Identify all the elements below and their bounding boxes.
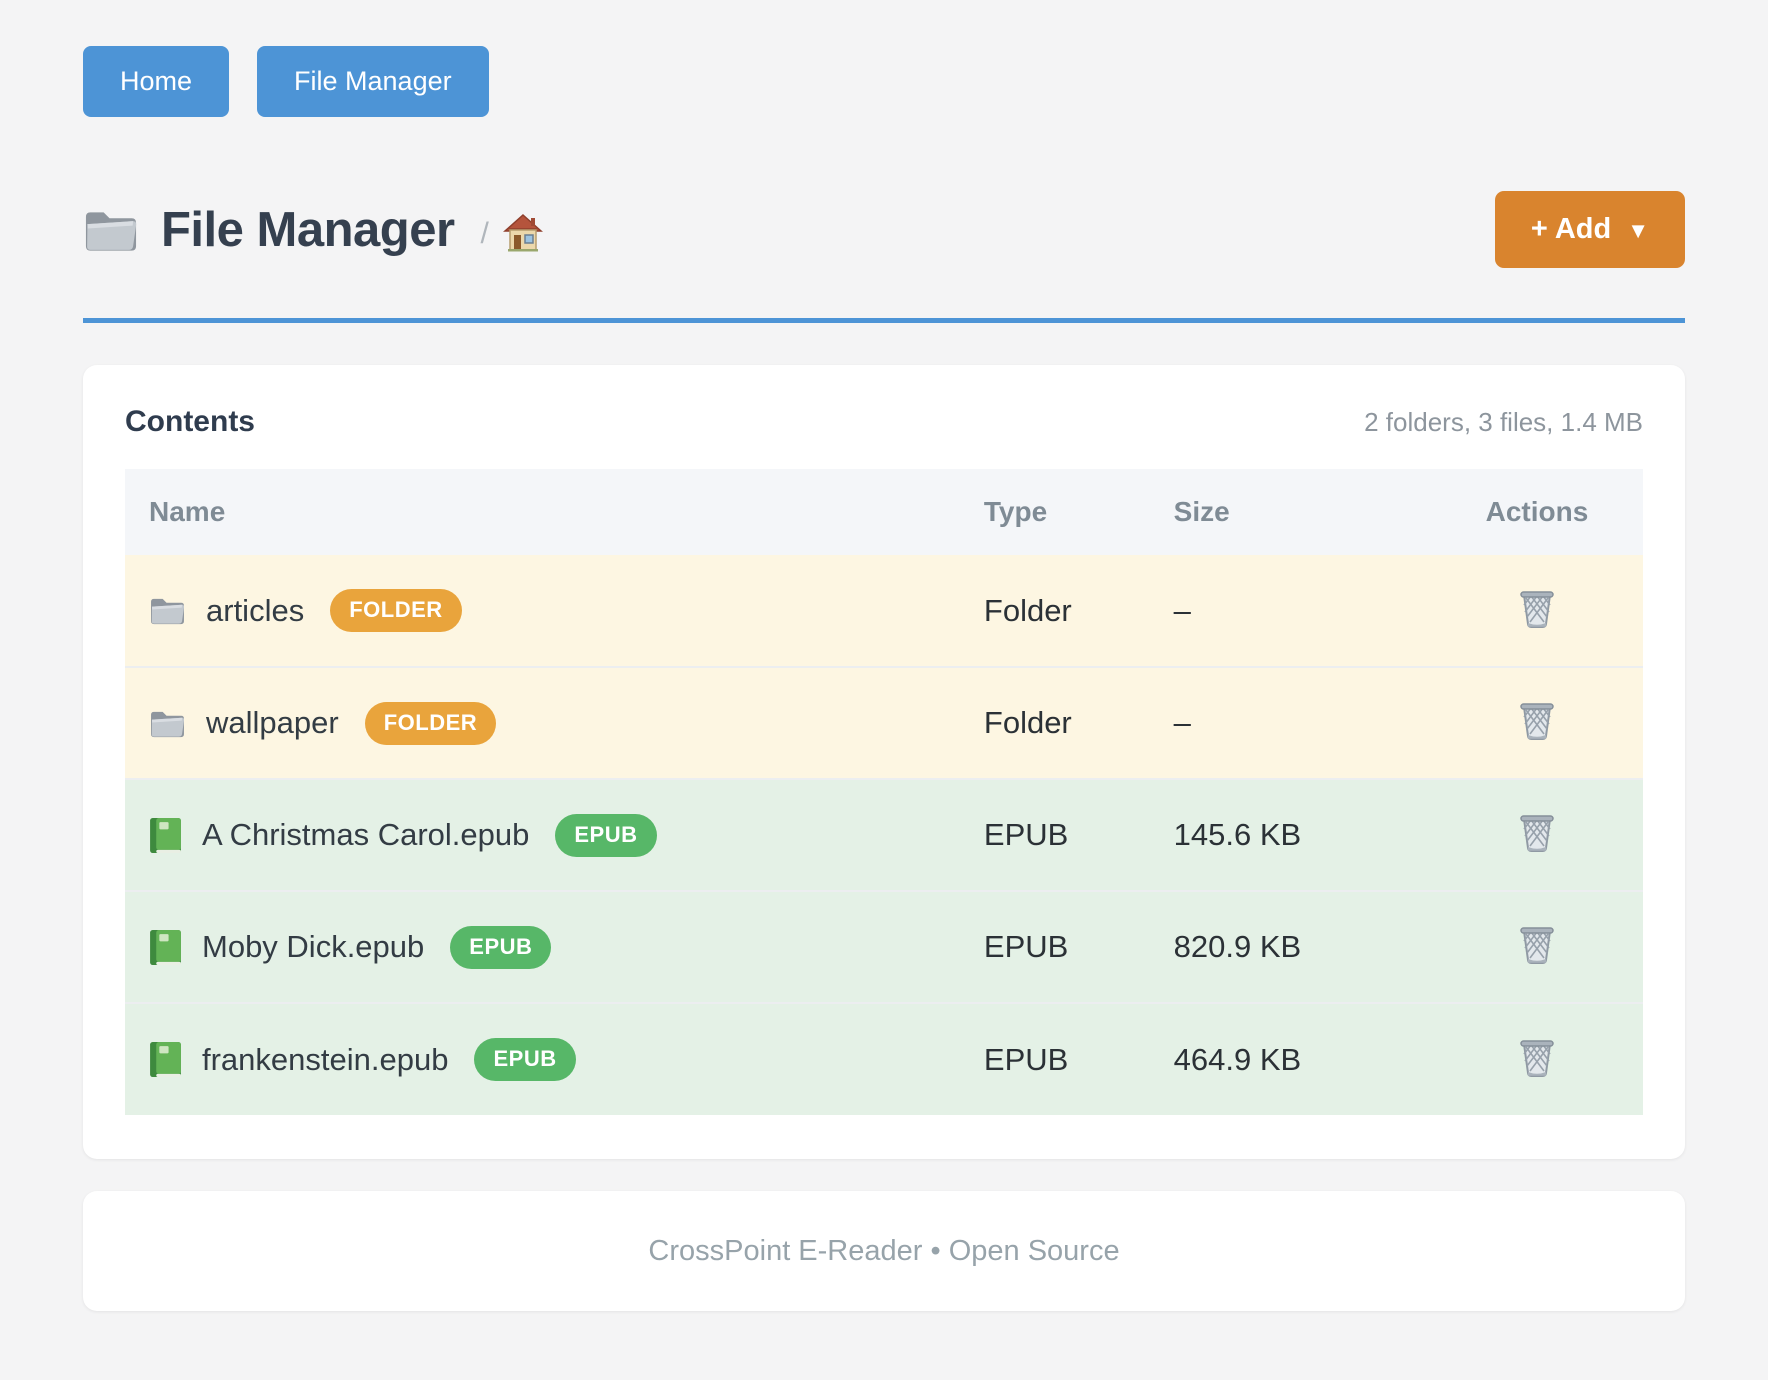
table-row: A Christmas Carol.epub EPUB EPUB 145.6 K… [125,778,1643,891]
file-type: Folder [959,555,1150,667]
folder-icon [151,598,185,625]
footer-card: CrossPoint E-Reader • Open Source [83,1191,1685,1311]
trash-icon [1519,590,1554,628]
book-icon [150,929,181,965]
delete-button[interactable] [1514,808,1560,858]
contents-title: Contents [125,405,255,438]
top-nav: Home File Manager [83,46,1685,117]
book-icon [150,1042,181,1077]
folder-icon [151,711,185,737]
trash-icon [1519,1039,1554,1077]
page-title: File Manager [161,202,455,257]
delete-button[interactable] [1514,584,1560,634]
file-size: 464.9 KB [1149,1002,1423,1115]
table-row: Moby Dick.epub EPUB EPUB 820.9 KB [125,890,1643,1003]
file-type: Folder [959,666,1150,779]
type-badge: FOLDER [364,701,497,745]
column-header-type: Type [959,469,1150,555]
page: Home File Manager File Manager / + Add ▼… [83,0,1685,1311]
footer-text: CrossPoint E-Reader • Open Source [648,1234,1120,1267]
file-type: EPUB [959,890,1150,1003]
file-name-link[interactable]: frankenstein.epub [202,1041,449,1077]
header-divider [83,318,1685,323]
table-header-row: Name Type Size Actions [125,469,1643,555]
chevron-down-icon: ▼ [1627,217,1649,243]
file-size: 145.6 KB [1149,778,1423,891]
type-badge: FOLDER [330,589,462,632]
delete-button[interactable] [1514,696,1560,746]
file-size: – [1149,555,1423,667]
trash-icon [1519,703,1554,740]
house-icon[interactable] [503,213,543,253]
breadcrumb-separator: / [480,216,489,250]
file-name-link[interactable]: Moby Dick.epub [202,929,425,964]
table-row: wallpaper FOLDER Folder – [125,666,1643,779]
file-name-link[interactable]: A Christmas Carol.epub [202,817,530,852]
table-row: articles FOLDER Folder – [125,555,1643,667]
trash-icon [1519,927,1554,964]
type-badge: EPUB [450,925,552,969]
trash-icon [1519,815,1554,852]
file-type: EPUB [959,778,1150,891]
column-header-actions: Actions [1422,469,1643,555]
file-size: 820.9 KB [1149,890,1423,1003]
add-button[interactable]: + Add ▼ [1494,191,1685,268]
file-size: – [1149,666,1423,779]
file-name-link[interactable]: wallpaper [206,705,339,740]
delete-button[interactable] [1514,920,1560,970]
file-table: Name Type Size Actions articles FOLDER [125,469,1643,1115]
type-badge: EPUB [555,813,657,857]
file-type: EPUB [959,1002,1150,1115]
delete-button[interactable] [1514,1033,1560,1083]
add-button-label: + Add [1530,213,1612,245]
file-name-link[interactable]: articles [206,592,305,628]
book-icon [150,817,181,853]
type-badge: EPUB [474,1038,576,1081]
column-header-name: Name [125,469,960,555]
home-button[interactable]: Home [83,46,230,117]
page-header: File Manager / + Add ▼ [83,191,1685,268]
folder-icon [85,211,137,251]
contents-summary: 2 folders, 3 files, 1.4 MB [1364,407,1643,437]
file-manager-button[interactable]: File Manager [257,46,489,117]
table-row: frankenstein.epub EPUB EPUB 464.9 KB [125,1002,1643,1115]
column-header-size: Size [1149,469,1423,555]
contents-card: Contents 2 folders, 3 files, 1.4 MB Name… [83,365,1685,1159]
